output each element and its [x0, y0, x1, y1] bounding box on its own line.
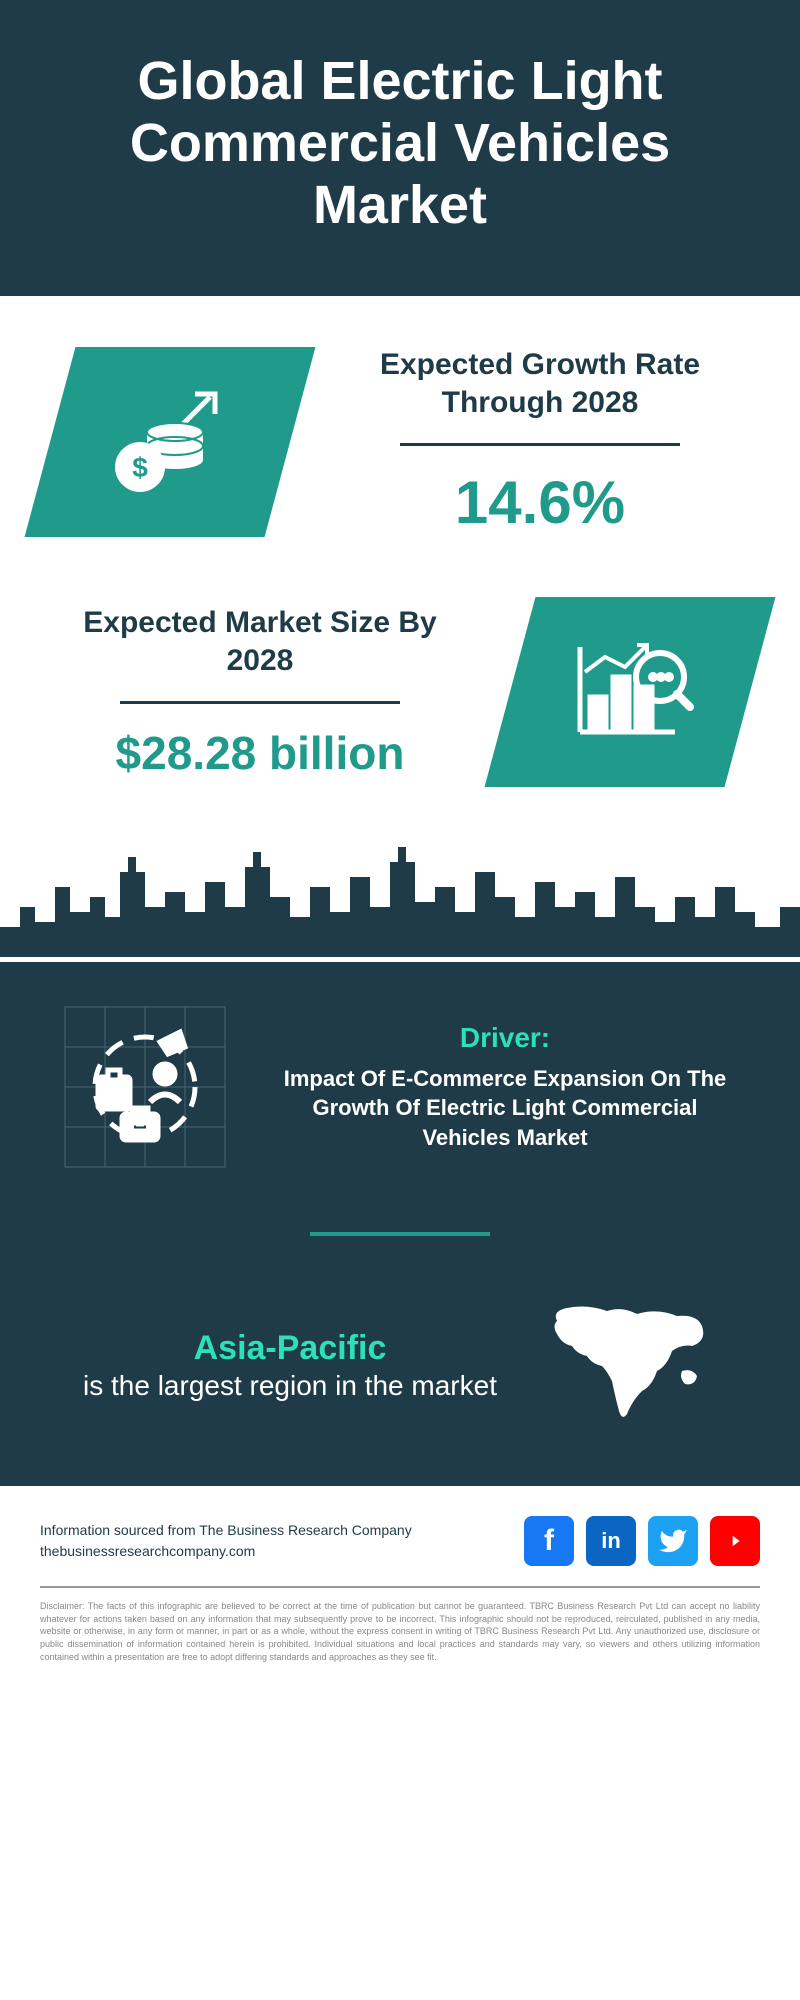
disclaimer-text: Disclaimer: The facts of this infographi… — [40, 1600, 760, 1663]
source-text: Information sourced from The Business Re… — [40, 1520, 412, 1562]
growth-stat-block: Expected Growth Rate Through 2028 14.6% — [330, 346, 750, 537]
social-icons: f in — [524, 1516, 760, 1566]
chart-icon-container — [485, 597, 776, 787]
driver-label: Driver: — [270, 1022, 740, 1054]
footer-row: Information sourced from The Business Re… — [40, 1516, 760, 1566]
page-title: Global Electric Light Commercial Vehicle… — [40, 50, 760, 236]
footer-divider — [40, 1586, 760, 1588]
footer: Information sourced from The Business Re… — [0, 1486, 800, 1683]
growth-rate-section: $ Expected Growth Rate Through 2028 14.6… — [0, 296, 800, 567]
svg-text:$: $ — [132, 452, 148, 483]
linkedin-icon[interactable]: in — [586, 1516, 636, 1566]
region-row: Asia-Pacific is the largest region in th… — [60, 1296, 740, 1436]
skyline-silhouette — [0, 837, 800, 957]
market-value: $28.28 billion — [50, 726, 470, 780]
region-subtext: is the largest region in the market — [83, 1368, 497, 1404]
divider — [400, 443, 680, 446]
growth-label: Expected Growth Rate Through 2028 — [330, 346, 750, 421]
divider — [120, 701, 400, 704]
market-label: Expected Market Size By 2028 — [50, 604, 470, 679]
driver-row: ✚ Driver: Impact Of E-Commerce Expansion… — [60, 1002, 740, 1172]
svg-text:✚: ✚ — [134, 1111, 146, 1127]
growth-value: 14.6% — [330, 468, 750, 537]
source-line1: Information sourced from The Business Re… — [40, 1520, 412, 1541]
driver-text-block: Driver: Impact Of E-Commerce Expansion O… — [270, 1022, 740, 1153]
youtube-icon[interactable] — [710, 1516, 760, 1566]
source-line2: thebusinessresearchcompany.com — [40, 1541, 412, 1562]
market-stat-block: Expected Market Size By 2028 $28.28 bill… — [50, 604, 470, 780]
header-banner: Global Electric Light Commercial Vehicle… — [0, 0, 800, 296]
twitter-icon[interactable] — [648, 1516, 698, 1566]
driver-description: Impact Of E-Commerce Expansion On The Gr… — [270, 1064, 740, 1153]
region-text-block: Asia-Pacific is the largest region in th… — [83, 1329, 497, 1404]
money-growth-icon: $ — [100, 372, 240, 512]
region-highlight: Asia-Pacific — [83, 1329, 497, 1368]
chart-analysis-icon — [555, 617, 705, 767]
dark-section: ✚ Driver: Impact Of E-Commerce Expansion… — [0, 962, 800, 1486]
teal-divider — [310, 1232, 490, 1236]
market-size-section: Expected Market Size By 2028 $28.28 bill… — [0, 567, 800, 837]
growth-icon-container: $ — [25, 347, 316, 537]
map-icon — [537, 1296, 717, 1436]
ecommerce-icon: ✚ — [60, 1002, 230, 1172]
facebook-icon[interactable]: f — [524, 1516, 574, 1566]
